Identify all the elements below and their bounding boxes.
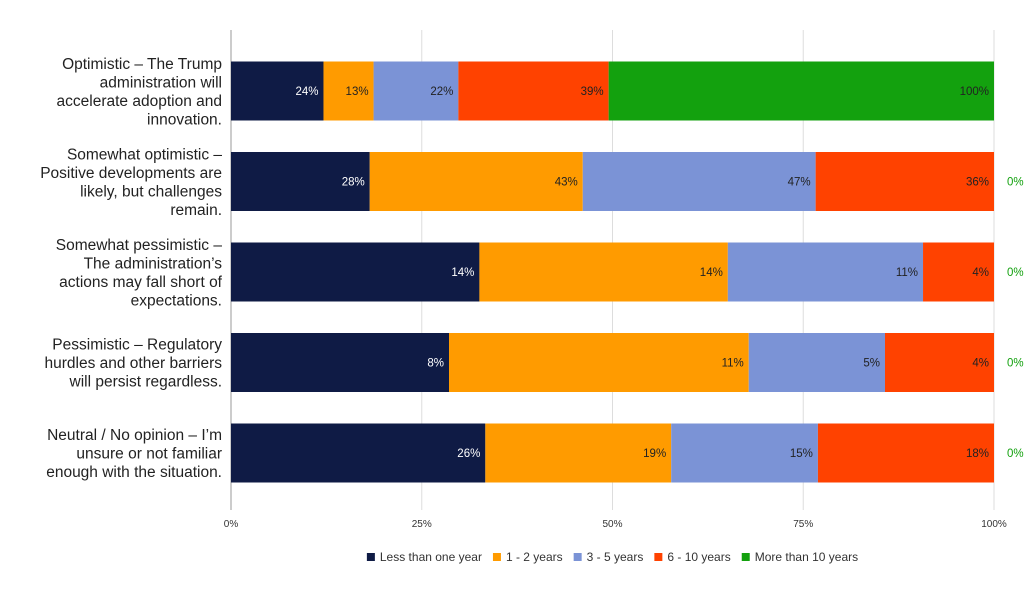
legend-swatch-3 [573,553,582,561]
data-label-row1-series5: 100% [960,86,989,98]
bar-segment-row5-series4 [817,423,994,483]
data-label-row4-series4: 4% [972,358,989,370]
data-label-row1-series4: 39% [581,86,604,98]
category-label-4-line-2: hurdles and other barriers [45,355,223,372]
data-label-row4-series3: 5% [863,358,880,370]
category-label-5-line-3: enough with the situation. [46,464,222,481]
data-label-row2-series5: 0% [1007,177,1024,189]
bar-segment-row2-series4 [815,152,994,211]
legend-swatch-5 [741,553,750,561]
category-label-1-line-1: Optimistic – The Trump [62,56,222,73]
data-label-row5-series2: 19% [643,448,666,460]
bar-segment-row4-series2 [449,333,749,392]
data-label-row1-series1: 24% [295,86,318,98]
bar-segment-row3-series1 [231,242,480,302]
category-label-3-line-1: Somewhat pessimistic – [56,237,223,254]
category-label-4-line-3: will persist regardless. [69,374,222,391]
x-tick-label-50: 50% [602,519,622,530]
category-label-1-line-4: innovation. [147,111,222,128]
bar-segment-row1-series5 [608,61,994,121]
bar-segment-row4-series4 [885,333,994,392]
bar-segment-row1-series1 [231,61,324,121]
category-label-2-line-2: Positive developments are [40,165,222,182]
bar-segment-row4-series1 [231,333,449,392]
category-label-3-line-3: actions may fall short of [59,274,223,291]
data-label-row3-series5: 0% [1007,267,1024,279]
bar-segment-row4-series3 [748,333,885,392]
category-label-2-line-3: likely, but challenges [80,183,222,200]
x-tick-label-100: 100% [981,519,1007,530]
data-label-row2-series2: 43% [555,177,578,189]
x-tick-label-25: 25% [412,519,432,530]
category-label-2: Somewhat optimistic – Positive developmen… [40,146,222,219]
bar-segment-row3-series4 [923,242,994,302]
category-label-5-line-2: unsure or not familiar [76,446,222,463]
legend-label-5: More than 10 years [755,550,858,564]
data-label-row2-series3: 47% [788,177,811,189]
bar-segment-row5-series2 [485,423,672,483]
bar-segment-row5-series3 [671,423,818,483]
data-label-row3-series1: 14% [451,267,474,279]
data-label-row1-series3: 22% [430,86,453,98]
category-label-5: Neutral / No opinion – I’m unsure or not … [46,427,222,481]
data-label-row5-series3: 15% [790,448,813,460]
category-label-5-line-1: Neutral / No opinion – I’m [47,427,222,444]
legend-label-1: Less than one year [380,550,482,564]
data-label-row3-series3: 11% [896,267,918,279]
data-label-row2-series4: 36% [966,177,989,189]
data-label-row4-series5: 0% [1007,358,1024,370]
category-label-4: Pessimistic – Regulatory hurdles and othe… [45,337,223,391]
data-label-row3-series4: 4% [972,267,989,279]
bar-segment-row5-series1 [231,423,486,483]
legend-swatch-1 [366,553,375,561]
legend-swatch-4 [654,553,663,561]
bar-segment-row3-series2 [479,242,728,302]
category-label-1-line-2: administration will [100,74,222,91]
legend-label-3: 3 - 5 years [587,550,644,564]
legend-swatch-2 [492,553,501,561]
bar-segment-row3-series3 [727,242,924,302]
category-label-4-line-1: Pessimistic – Regulatory [52,337,222,354]
data-label-row2-series1: 28% [342,177,365,189]
data-label-row5-series1: 26% [457,448,480,460]
bar-segment-row1-series2 [323,61,374,121]
data-label-row5-series5: 0% [1007,448,1024,460]
bar-segment-row2-series2 [369,152,583,211]
bar-segment-row1-series3 [373,61,459,121]
bar-segment-row2-series3 [582,152,816,211]
x-tick-label-0: 0% [224,519,239,530]
category-label-3-line-2: The administration’s [84,255,223,272]
data-label-row4-series1: 8% [427,358,444,370]
data-label-row4-series2: 11% [722,358,744,370]
bar-segment-row2-series1 [231,152,370,211]
data-label-row1-series2: 13% [346,86,369,98]
category-label-3-line-4: expectations. [131,292,222,309]
bar-segment-row1-series4 [458,61,609,121]
legend-label-2: 1 - 2 years [506,550,563,564]
data-label-row3-series2: 14% [700,267,723,279]
category-label-1: Optimistic – The Trump administration wil… [57,56,222,129]
category-label-2-line-1: Somewhat optimistic – [67,146,222,163]
category-label-1-line-3: accelerate adoption and [57,93,222,110]
category-label-2-line-4: remain. [170,202,222,219]
legend-label-4: 6 - 10 years [667,550,730,564]
data-label-row5-series4: 18% [966,448,989,460]
x-tick-label-75: 75% [793,519,813,530]
category-label-3: Somewhat pessimistic – The administration… [56,237,223,310]
